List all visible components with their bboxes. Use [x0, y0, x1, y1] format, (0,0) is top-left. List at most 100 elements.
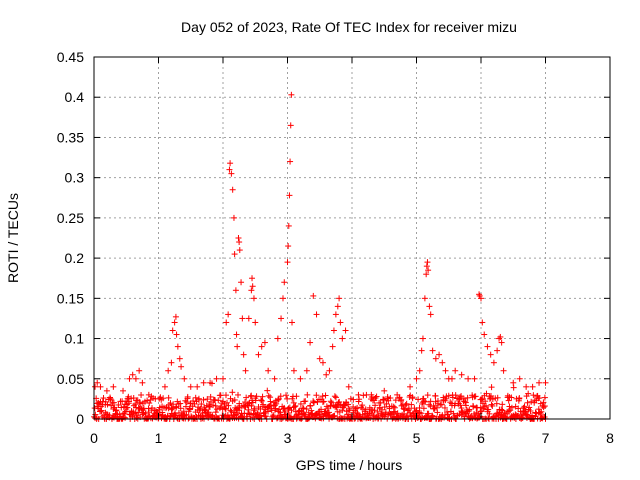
data-point — [192, 394, 199, 401]
data-point — [212, 409, 219, 416]
data-point — [452, 367, 459, 374]
data-point — [293, 393, 300, 400]
data-point — [345, 401, 352, 408]
data-point — [94, 379, 101, 386]
data-point — [350, 396, 357, 403]
data-point — [267, 398, 274, 405]
data-point — [297, 400, 304, 407]
data-point — [418, 410, 425, 417]
data-point — [478, 295, 484, 302]
data-point — [424, 392, 431, 399]
data-point — [439, 359, 446, 366]
data-point — [390, 403, 397, 410]
data-point — [183, 399, 190, 406]
data-point — [520, 404, 527, 411]
data-point — [311, 399, 318, 406]
y-tick-label: 0.2 — [65, 250, 85, 266]
data-point — [210, 402, 217, 409]
data-point — [145, 391, 152, 398]
data-point — [133, 412, 140, 419]
data-point — [524, 399, 531, 406]
data-point — [374, 408, 381, 415]
data-point — [227, 407, 234, 414]
data-point — [172, 313, 179, 320]
data-point — [402, 402, 409, 409]
data-point — [323, 371, 330, 378]
data-point — [204, 396, 211, 403]
data-point — [358, 415, 365, 422]
data-point — [434, 409, 441, 416]
data-point — [498, 339, 505, 346]
data-point — [493, 400, 500, 407]
data-point — [331, 412, 338, 419]
data-point — [425, 267, 432, 274]
x-tick-label: 8 — [606, 430, 614, 446]
x-tick-label: 2 — [219, 430, 227, 446]
data-point — [220, 375, 226, 382]
data-point — [234, 343, 241, 350]
data-point — [233, 331, 240, 338]
data-point — [229, 186, 236, 193]
data-point — [98, 407, 105, 414]
data-point — [330, 327, 337, 334]
data-point — [521, 403, 528, 410]
data-point — [113, 407, 120, 414]
data-point — [441, 404, 448, 411]
data-point — [270, 412, 277, 419]
data-point — [499, 401, 506, 408]
data-point — [160, 395, 167, 402]
data-point — [486, 410, 493, 417]
y-tick-label: 0.1 — [65, 331, 85, 347]
data-point — [307, 402, 314, 409]
data-point — [247, 393, 254, 400]
y-tick-label: 0.05 — [57, 371, 84, 387]
data-point — [129, 371, 136, 378]
data-point — [265, 367, 272, 374]
data-point — [288, 91, 295, 98]
x-axis-label: GPS time / hours — [296, 457, 403, 473]
data-point — [222, 405, 229, 412]
data-point — [500, 367, 507, 374]
data-point — [110, 383, 117, 390]
data-point — [329, 343, 336, 350]
data-point — [432, 355, 439, 362]
data-point — [484, 343, 491, 350]
data-point — [302, 411, 309, 418]
data-point — [327, 403, 334, 410]
data-point — [485, 414, 492, 421]
data-point — [108, 402, 115, 409]
data-point — [429, 347, 436, 354]
data-point — [387, 395, 394, 402]
data-point — [359, 402, 366, 409]
data-point — [320, 415, 327, 422]
data-point — [541, 403, 548, 410]
data-point — [271, 375, 278, 382]
data-point — [278, 315, 285, 322]
data-point — [505, 408, 512, 415]
data-point — [236, 247, 243, 254]
data-point — [332, 311, 339, 318]
data-point — [232, 287, 239, 294]
x-tick-label: 4 — [348, 430, 356, 446]
data-point — [200, 379, 207, 386]
data-point — [510, 379, 517, 386]
data-point — [126, 375, 133, 382]
y-tick-label: 0 — [76, 411, 84, 427]
data-point — [489, 402, 496, 409]
data-point — [529, 383, 536, 390]
data-point — [284, 259, 291, 266]
data-point — [302, 398, 309, 405]
data-point — [249, 283, 256, 290]
data-point — [408, 401, 415, 408]
data-point — [505, 397, 512, 404]
data-point — [264, 387, 271, 394]
data-point — [289, 319, 296, 326]
data-point — [227, 160, 234, 167]
data-point — [516, 395, 523, 402]
data-point — [345, 411, 352, 418]
data-point — [458, 393, 465, 400]
data-point — [213, 406, 220, 413]
data-point — [231, 251, 238, 258]
data-point — [173, 331, 180, 338]
